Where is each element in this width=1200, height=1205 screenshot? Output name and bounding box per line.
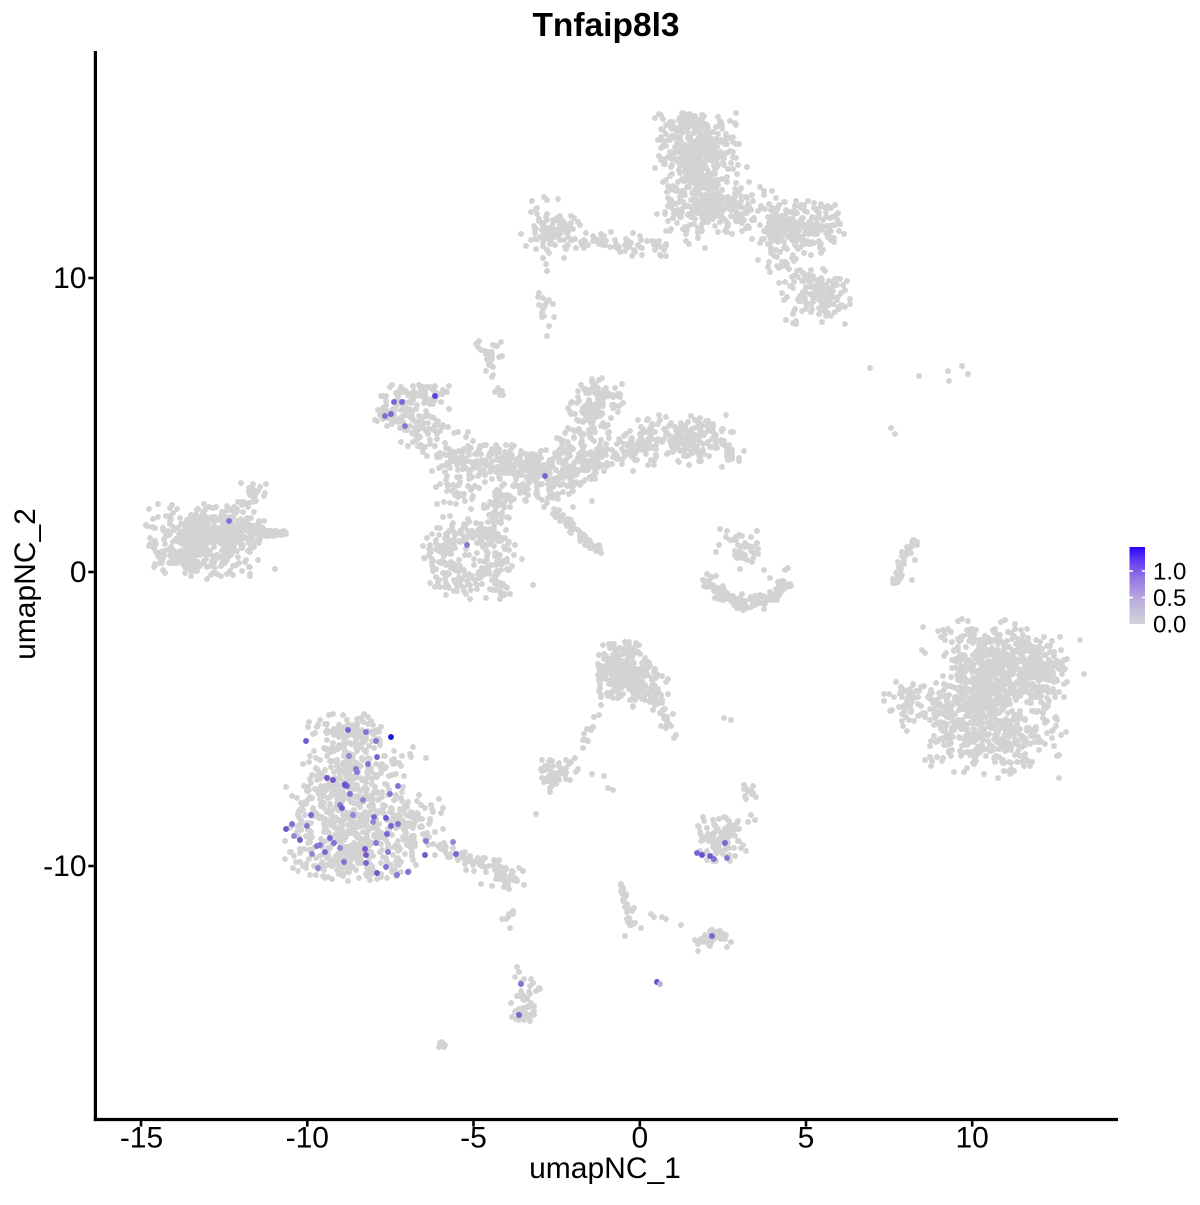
svg-text:umapNC_2: umapNC_2: [9, 508, 42, 660]
svg-text:-5: -5: [460, 1122, 487, 1155]
svg-text:10: 10: [956, 1122, 989, 1155]
svg-text:-10: -10: [43, 850, 86, 883]
svg-text:-15: -15: [120, 1122, 163, 1155]
svg-text:5: 5: [798, 1122, 815, 1155]
svg-text:10: 10: [53, 262, 86, 295]
svg-text:Tnfaip8l3: Tnfaip8l3: [532, 7, 679, 44]
svg-text:-10: -10: [286, 1122, 329, 1155]
svg-text:0: 0: [70, 556, 87, 589]
svg-text:0.0: 0.0: [1153, 612, 1186, 639]
svg-text:0: 0: [631, 1122, 648, 1155]
svg-text:0.5: 0.5: [1153, 585, 1186, 612]
svg-text:1.0: 1.0: [1153, 559, 1186, 586]
svg-text:umapNC_1: umapNC_1: [529, 1152, 681, 1185]
